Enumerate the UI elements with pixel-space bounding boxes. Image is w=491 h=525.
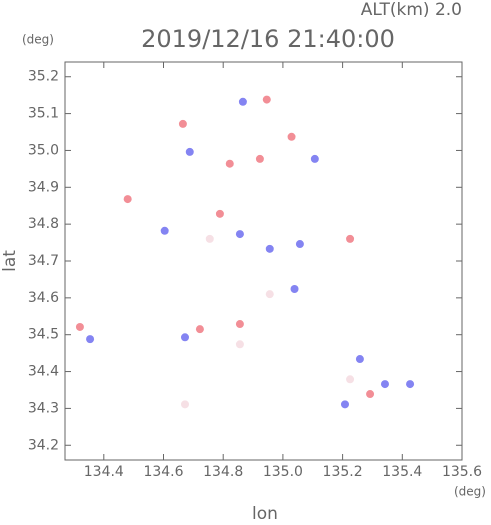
- y-tick-label: 34.7: [28, 253, 59, 269]
- echo-point: [238, 97, 247, 106]
- annotation: ALT(km) 2.0: [361, 0, 462, 20]
- echo-point: [265, 244, 274, 253]
- echo-point: [185, 147, 194, 156]
- echo-point: [180, 333, 189, 342]
- y-tick-label: 35.0: [28, 142, 59, 158]
- y-tick-label: 34.9: [28, 179, 59, 195]
- x-tick-label: 135.2: [323, 464, 363, 480]
- echo-point: [75, 322, 84, 331]
- x-tick-label: 135.4: [382, 464, 422, 480]
- x-tick-label: 134.6: [143, 464, 183, 480]
- chart-title: 2019/12/16 21:40:00: [141, 25, 395, 53]
- echo-point: [235, 230, 244, 239]
- y-tick-label: 34.4: [28, 364, 59, 380]
- echo-point: [346, 234, 355, 243]
- echo-point: [346, 375, 355, 384]
- echo-point: [287, 132, 296, 141]
- echo-point: [178, 119, 187, 128]
- echo-point: [380, 380, 389, 389]
- y-tick-label: 34.8: [28, 216, 59, 232]
- echo-point: [355, 355, 364, 364]
- y-tick-label: 35.1: [28, 106, 59, 122]
- x-tick-label: 134.8: [203, 464, 243, 480]
- y-unit: (deg): [22, 33, 54, 47]
- echo-point: [235, 340, 244, 349]
- echo-point: [180, 400, 189, 409]
- echo-point: [86, 335, 95, 344]
- echo-point: [340, 400, 349, 409]
- echo-point: [262, 95, 271, 104]
- echo-point: [265, 290, 274, 299]
- echo-point: [290, 285, 299, 294]
- echo-point: [123, 195, 132, 204]
- y-tick-label: 35.2: [28, 69, 59, 85]
- x-axis-title: lon: [252, 504, 278, 521]
- echo-point: [235, 320, 244, 329]
- echo-point: [295, 240, 304, 249]
- y-axis-title: lat: [0, 250, 20, 272]
- echo-point: [215, 209, 224, 218]
- echo-point: [225, 159, 234, 168]
- echo-point: [406, 380, 415, 389]
- echo-point: [205, 234, 214, 243]
- plot-frame: [64, 61, 463, 461]
- x-tick-label: 135.6: [442, 464, 482, 480]
- y-tick-label: 34.6: [28, 290, 59, 306]
- x-unit: (deg): [454, 485, 486, 499]
- y-tick-label: 34.3: [28, 400, 59, 416]
- echo-point: [160, 226, 169, 235]
- echo-point: [310, 154, 319, 163]
- y-tick-label: 34.2: [28, 437, 59, 453]
- echo-point: [255, 154, 264, 163]
- y-tick-label: 34.5: [28, 327, 59, 343]
- x-tick-label: 135.0: [263, 464, 303, 480]
- echo-point: [366, 390, 375, 399]
- echo-point: [195, 325, 204, 334]
- x-tick-label: 134.4: [84, 464, 124, 480]
